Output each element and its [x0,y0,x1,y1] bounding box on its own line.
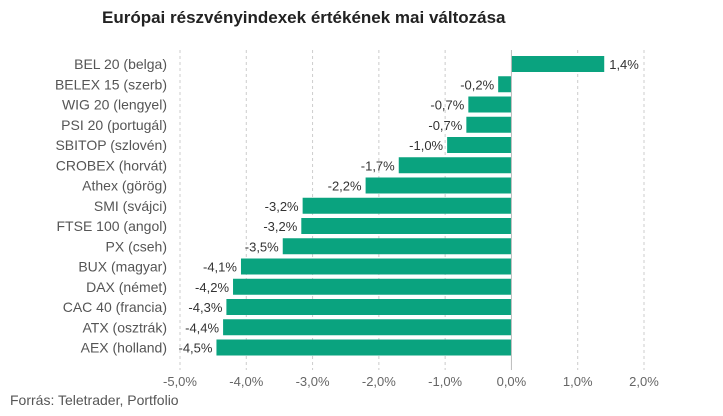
bar [223,319,512,336]
category-label: PX (cseh) [106,238,167,254]
category-label: CROBEX (horvát) [56,157,167,173]
category-label: SBITOP (szlovén) [55,137,167,153]
data-label: -0,2% [460,77,494,92]
category-label: CAC 40 (francia) [63,299,167,315]
x-tick-label: -4,0% [229,374,263,389]
bar [466,116,512,133]
data-label: -4,3% [188,300,222,315]
data-label: -1,0% [409,138,443,153]
chart-title: Európai részvényindexek értékének mai vá… [102,8,506,27]
data-label: -4,2% [195,280,229,295]
x-tick-label: 0,0% [497,374,527,389]
category-label: PSI 20 (portugál) [61,117,167,133]
category-label: BELEX 15 (szerb) [55,76,167,92]
x-tick-label: -5,0% [163,374,197,389]
data-label: 1,4% [609,57,639,72]
data-label: -0,7% [430,98,464,113]
x-tick-label: -2,0% [362,374,396,389]
x-tick-label: 1,0% [563,374,593,389]
x-tick-label: -3,0% [296,374,330,389]
data-label: -4,4% [185,320,219,335]
bar [398,157,512,174]
data-label: -2,2% [328,179,362,194]
bar [498,76,512,93]
data-label: -3,2% [265,199,299,214]
data-label: -4,1% [203,260,237,275]
bar [302,197,512,214]
bar [511,56,605,72]
x-tick-label: -1,0% [428,374,462,389]
category-label: SMI (svájci) [94,198,167,214]
category-label: FTSE 100 (angol) [57,218,168,234]
category-label: AEX (holland) [81,340,167,356]
data-label: -0,7% [428,118,462,133]
bar [240,258,512,275]
data-label: -4,5% [178,341,212,356]
category-label: ATX (osztrák) [82,319,167,335]
x-tick-label: 2,0% [629,374,659,389]
category-label: WIG 20 (lengyel) [62,97,167,113]
bar [216,339,512,356]
data-label: -3,2% [263,219,297,234]
bar [301,218,512,234]
bar [447,137,512,153]
bar [282,238,512,255]
data-label: -1,7% [361,158,395,173]
category-label: BEL 20 (belga) [74,56,167,72]
bar [468,96,512,113]
bar [365,177,512,194]
category-label: BUX (magyar) [78,259,167,275]
data-label: -3,5% [245,239,279,254]
bar [233,278,512,295]
category-label: DAX (német) [86,279,167,295]
source-note: Forrás: Teletrader, Portfolio [10,392,179,408]
category-label: Athex (görög) [82,178,167,194]
bar [226,299,512,315]
